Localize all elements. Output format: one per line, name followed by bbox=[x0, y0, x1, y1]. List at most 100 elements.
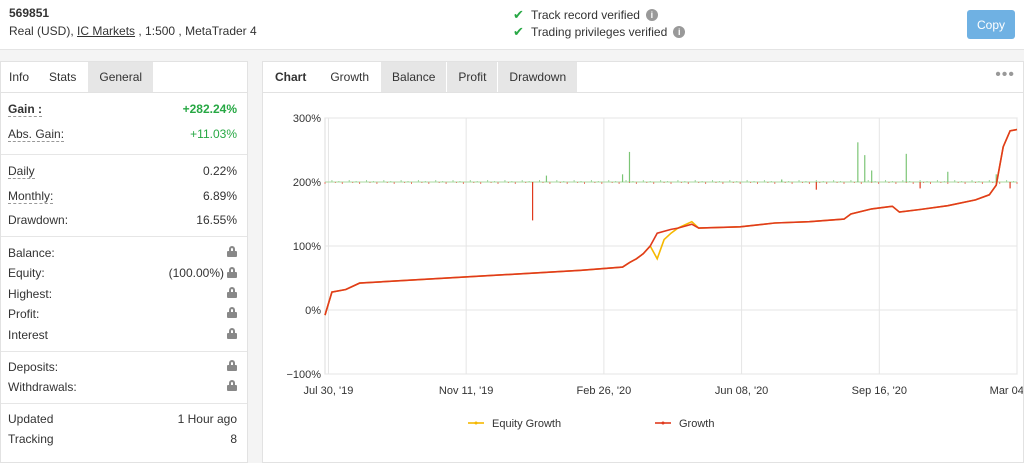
stat-label: Equity: bbox=[8, 266, 45, 280]
account-details: Real (USD), IC Markets , 1:500 , MetaTra… bbox=[9, 24, 257, 38]
equity-percent: (100.00%) bbox=[168, 266, 224, 280]
divider bbox=[1, 154, 247, 155]
stats-panel: Info Stats General Gain : +282.24% Abs. … bbox=[0, 61, 248, 463]
lock-icon bbox=[227, 246, 237, 257]
leverage-platform: , 1:500 , MetaTrader 4 bbox=[138, 24, 257, 38]
daily-bars bbox=[324, 142, 1018, 221]
stat-label: Balance: bbox=[8, 246, 55, 260]
lock-icon bbox=[227, 287, 237, 298]
lock-icon bbox=[227, 267, 237, 278]
y-tick-label: −100% bbox=[286, 369, 321, 381]
legend-marker bbox=[474, 421, 478, 425]
x-axis-ticks: Jul 30, '19 Nov 11, '19 Feb 26, '20 Jun 08,… bbox=[304, 385, 1023, 397]
stat-label: Deposits: bbox=[8, 360, 59, 374]
stat-value: +282.24% bbox=[182, 102, 237, 116]
x-tick-label: Jul 30, '19 bbox=[304, 385, 354, 397]
trading-privileges-verified: ✔ Trading privileges verified i bbox=[513, 24, 686, 40]
copy-button[interactable]: Copy bbox=[967, 10, 1015, 39]
stat-label: Tracking bbox=[8, 432, 54, 446]
tab-growth[interactable]: Growth bbox=[319, 62, 382, 92]
stat-tracking: Tracking 8 bbox=[8, 432, 237, 446]
growth-chart: 300% 200% 100% 0% −100% Jul 30, '19 Nov 11, '… bbox=[286, 113, 1023, 430]
stat-value: 16.55% bbox=[196, 213, 237, 227]
lock-icon bbox=[227, 307, 237, 318]
stat-value: 1 Hour ago bbox=[177, 412, 237, 426]
chart-legend: Equity Growth Growth bbox=[468, 418, 714, 430]
x-tick-label: Sep 16, '20 bbox=[852, 385, 907, 397]
stat-profit: Profit: bbox=[8, 307, 237, 321]
stat-monthly: Monthly: 6.89% bbox=[8, 189, 237, 204]
stat-balance: Balance: bbox=[8, 246, 237, 260]
tab-drawdown[interactable]: Drawdown bbox=[498, 62, 579, 92]
chart-panel: Chart Growth Balance Profit Drawdown •••… bbox=[262, 61, 1024, 463]
legend-label: Growth bbox=[679, 418, 714, 430]
stat-abs-gain: Abs. Gain: +11.03% bbox=[8, 127, 237, 142]
lock-icon bbox=[227, 380, 237, 391]
lock-icon bbox=[227, 328, 237, 339]
stat-label: Withdrawals: bbox=[8, 380, 77, 394]
series-line-equity-growth bbox=[324, 128, 1018, 316]
info-icon[interactable]: i bbox=[645, 9, 658, 21]
tab-info[interactable]: Info bbox=[1, 62, 39, 92]
more-options-icon[interactable]: ••• bbox=[995, 66, 1015, 83]
check-icon: ✔ bbox=[513, 24, 524, 39]
stat-label: Profit: bbox=[8, 307, 40, 321]
broker-link[interactable]: IC Markets bbox=[77, 24, 136, 38]
legend-label: Equity Growth bbox=[492, 418, 561, 430]
x-tick-label: Jun 08, '20 bbox=[715, 385, 768, 397]
stat-deposits: Deposits: bbox=[8, 360, 237, 374]
stat-withdrawals: Withdrawals: bbox=[8, 380, 237, 394]
y-tick-label: 200% bbox=[293, 177, 321, 189]
stats-tabs: Info Stats General bbox=[1, 62, 247, 93]
verification-text: Trading privileges verified bbox=[531, 25, 668, 39]
stat-value: +11.03% bbox=[190, 127, 237, 141]
stat-label[interactable]: Abs. Gain: bbox=[8, 127, 65, 142]
chart-tabs: Chart Growth Balance Profit Drawdown bbox=[263, 62, 1023, 93]
chart-label: Chart bbox=[263, 62, 320, 92]
stat-gain: Gain : +282.24% bbox=[8, 102, 237, 117]
lock-icon bbox=[227, 360, 237, 371]
x-tick-label: Nov 11, '19 bbox=[439, 385, 493, 397]
stat-label: Highest: bbox=[8, 287, 53, 301]
y-tick-label: 0% bbox=[305, 305, 321, 317]
check-icon: ✔ bbox=[513, 7, 524, 22]
stat-label: Updated bbox=[8, 412, 54, 426]
stat-value: (100.00%) bbox=[169, 266, 237, 280]
stat-daily: Daily 0.22% bbox=[8, 164, 237, 179]
stat-label[interactable]: Gain : bbox=[8, 102, 43, 117]
stat-label: Drawdown: bbox=[8, 213, 69, 227]
stat-updated: Updated 1 Hour ago bbox=[8, 412, 237, 426]
divider bbox=[1, 236, 247, 237]
stat-value: 0.22% bbox=[202, 164, 237, 178]
tab-balance[interactable]: Balance bbox=[381, 62, 448, 92]
account-id: 569851 bbox=[9, 6, 50, 20]
x-tick-label: Feb 26, '20 bbox=[577, 385, 632, 397]
account-type: Real (USD), bbox=[9, 24, 74, 38]
y-tick-label: 300% bbox=[293, 113, 321, 125]
stat-label[interactable]: Daily bbox=[8, 164, 35, 179]
x-tick-label: Mar 04, '21 bbox=[990, 385, 1023, 397]
stat-value: 8 bbox=[230, 432, 237, 446]
track-record-verified: ✔ Track record verified i bbox=[513, 7, 658, 23]
stat-drawdown: Drawdown: 16.55% bbox=[8, 213, 237, 227]
stat-equity: Equity: (100.00%) bbox=[8, 266, 237, 280]
verification-text: Track record verified bbox=[531, 8, 640, 22]
stat-highest: Highest: bbox=[8, 287, 237, 301]
y-tick-label: 100% bbox=[293, 241, 321, 253]
stat-label[interactable]: Monthly: bbox=[8, 189, 54, 204]
tab-stats[interactable]: Stats bbox=[38, 62, 89, 92]
chart-grid bbox=[324, 117, 1018, 375]
series-line-growth bbox=[324, 128, 1018, 316]
series-lines bbox=[324, 128, 1018, 316]
account-header: 569851 Real (USD), IC Markets , 1:500 , … bbox=[0, 0, 1024, 50]
legend-marker bbox=[661, 421, 665, 425]
y-axis-ticks: 300% 200% 100% 0% −100% bbox=[286, 113, 321, 381]
stat-interest: Interest bbox=[8, 328, 237, 342]
info-icon[interactable]: i bbox=[673, 26, 686, 38]
divider bbox=[1, 351, 247, 352]
stat-value: 6.89% bbox=[202, 189, 237, 203]
tab-general[interactable]: General bbox=[88, 62, 155, 92]
divider bbox=[1, 403, 247, 404]
tab-profit[interactable]: Profit bbox=[447, 62, 499, 92]
stat-label: Interest bbox=[8, 328, 49, 342]
